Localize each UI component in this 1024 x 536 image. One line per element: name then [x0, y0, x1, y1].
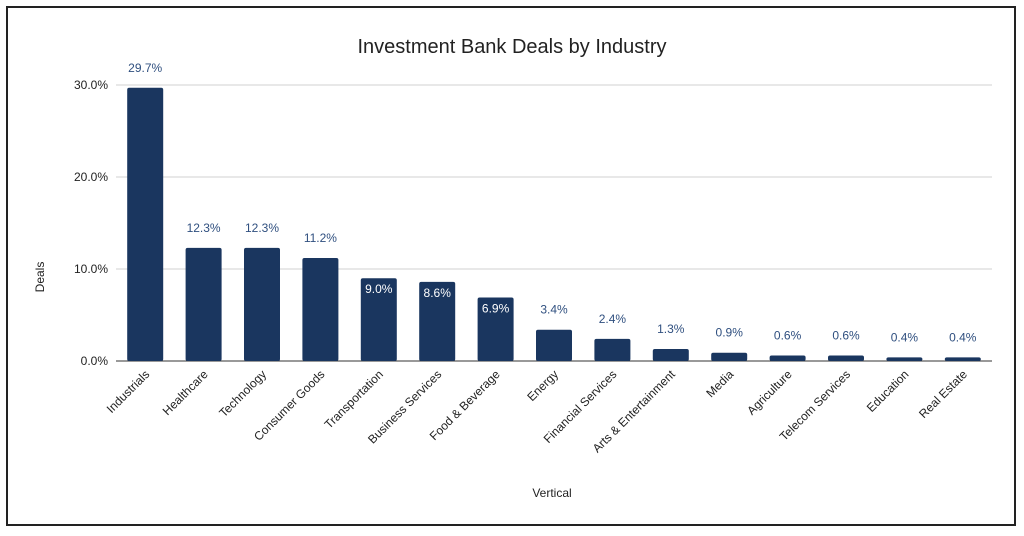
data-label: 6.9% — [482, 302, 510, 316]
x-tick-label: Industrials — [104, 367, 153, 416]
data-label: 0.4% — [949, 330, 977, 344]
bar — [769, 355, 806, 361]
data-label: 1.3% — [657, 322, 685, 336]
bar — [828, 355, 864, 361]
y-ticks: 0.0% 10.0% 20.0% 30.0% — [74, 78, 108, 368]
bar — [536, 329, 572, 361]
bar — [302, 257, 339, 361]
data-label: 8.6% — [424, 286, 452, 300]
y-tick-label: 30.0% — [74, 78, 108, 92]
chart-frame — [6, 6, 1016, 526]
x-tick-label: Education — [864, 367, 912, 415]
bars — [127, 87, 981, 361]
x-axis-label: Vertical — [532, 486, 571, 500]
data-label: 0.9% — [716, 326, 744, 340]
data-label: 3.4% — [540, 303, 568, 317]
x-tick-label: Healthcare — [160, 367, 211, 418]
x-tick-label: Agriculture — [744, 367, 795, 418]
data-label: 0.6% — [774, 328, 802, 342]
y-axis-label: Deals — [33, 262, 47, 293]
bar — [711, 352, 748, 361]
bar — [477, 297, 514, 361]
x-categories: Industrials Healthcare TechnologyConsumer … — [104, 367, 970, 456]
bar — [944, 357, 981, 361]
data-label: 0.4% — [891, 330, 919, 344]
chart-title: Investment Bank Deals by Industry — [357, 36, 666, 58]
data-label: 11.2% — [304, 231, 337, 245]
x-tick-label: Technology — [216, 367, 269, 420]
data-label: 9.0% — [365, 282, 393, 296]
bar — [244, 247, 280, 361]
bar — [360, 278, 397, 361]
bar — [127, 87, 164, 361]
bar — [594, 338, 631, 361]
x-tick-label: Energy — [524, 367, 561, 404]
data-label: 29.7% — [128, 61, 162, 75]
data-label: 12.3% — [245, 221, 279, 235]
data-label: 0.6% — [832, 328, 860, 342]
bar — [652, 349, 689, 361]
bar — [185, 247, 222, 361]
data-label: 12.3% — [187, 221, 221, 235]
bar — [886, 357, 923, 361]
data-labels: 29.7% 12.3% 12.3% 11.2% 9.0% 8.6% 6.9% 3.4% 2.4%… — [128, 61, 977, 345]
x-tick-label: Transportation — [322, 367, 386, 431]
data-label: 2.4% — [599, 312, 627, 326]
x-tick-label: Media — [703, 367, 736, 400]
y-tick-label: 20.0% — [74, 170, 108, 184]
y-tick-label: 10.0% — [74, 262, 108, 276]
bar — [419, 281, 456, 361]
y-tick-label: 0.0% — [81, 354, 109, 368]
x-tick-label: Real Estate — [916, 367, 970, 421]
